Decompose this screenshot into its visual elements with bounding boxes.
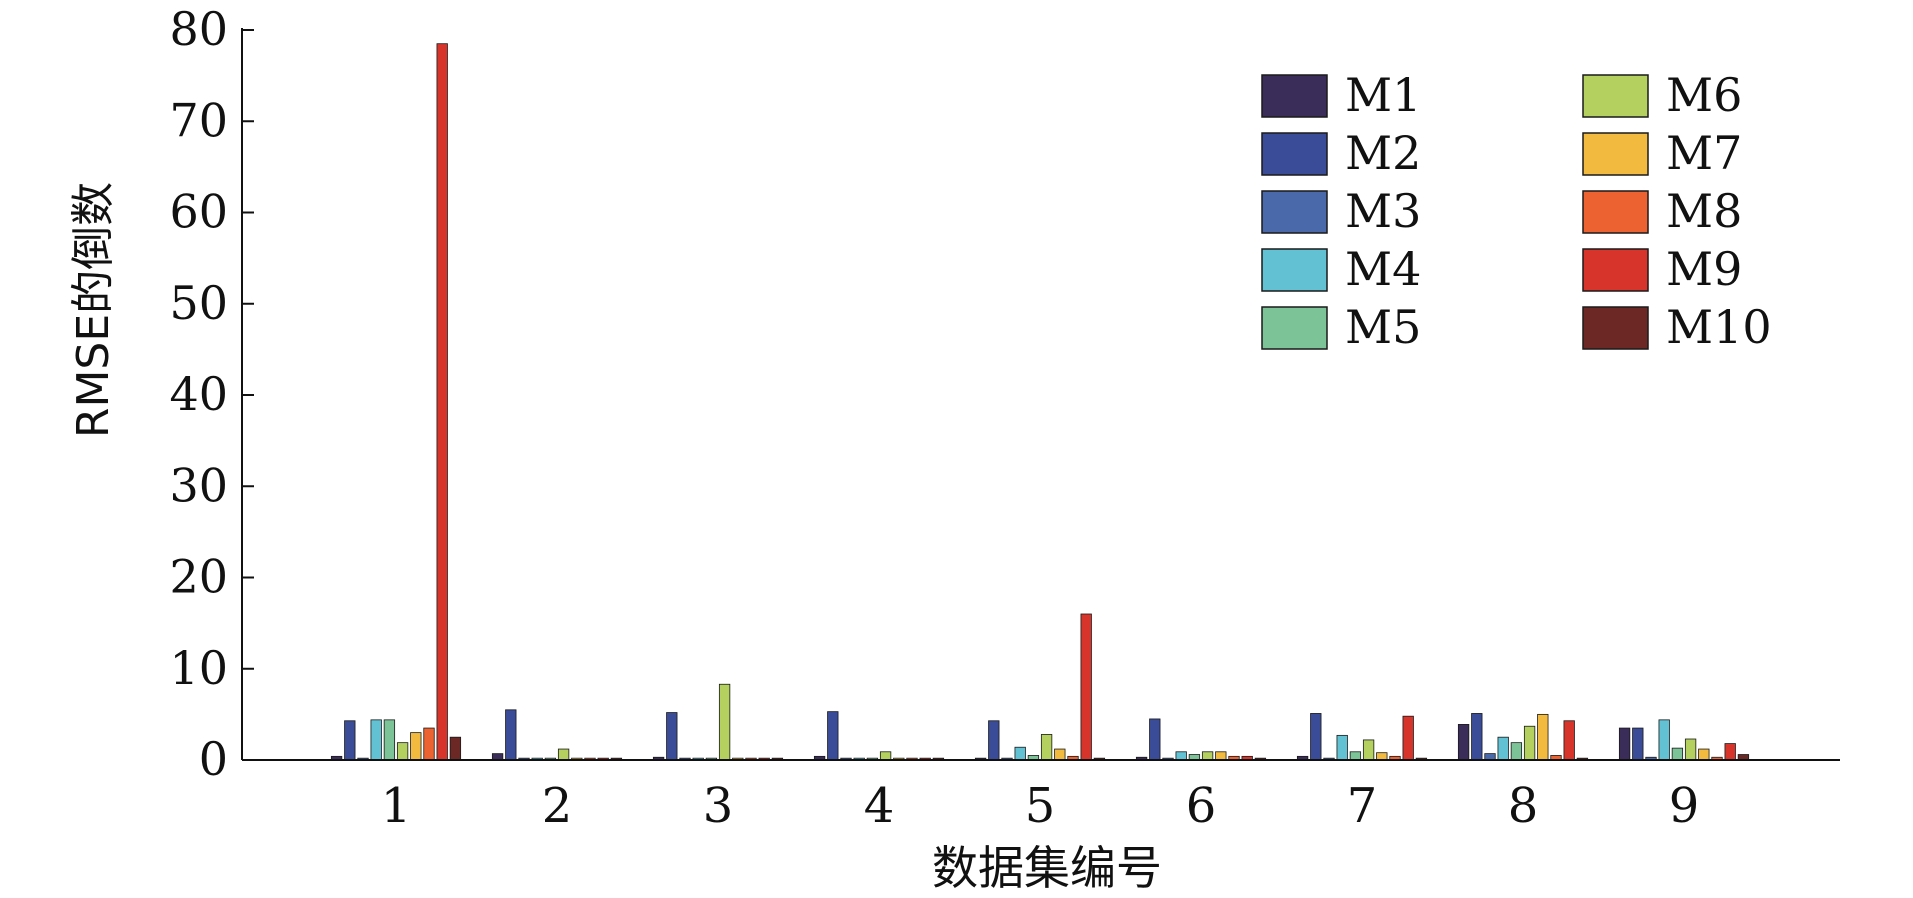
bar-m4-cat-1 — [370, 719, 382, 761]
bar-m6-cat-8 — [1523, 725, 1536, 761]
bar-m6-cat-9 — [1684, 738, 1697, 761]
bars-group — [330, 43, 1750, 761]
x-tick-label: 5 — [1025, 778, 1056, 834]
bar-m9-cat-1 — [436, 43, 448, 761]
legend-label-m5: M5 — [1345, 300, 1421, 354]
bar-m5-cat-9 — [1671, 747, 1684, 761]
bar-m7-cat-7 — [1376, 752, 1388, 761]
y-tick-label: 40 — [169, 367, 228, 421]
bar-m6-cat-4 — [879, 751, 892, 761]
bar-m7-cat-1 — [410, 732, 422, 761]
legend-label-m4: M4 — [1345, 242, 1421, 296]
x-tick-label: 2 — [542, 778, 573, 834]
bar-m7-cat-5 — [1054, 748, 1066, 761]
legend-label-m6: M6 — [1666, 68, 1742, 122]
bar-m2-cat-8 — [1471, 713, 1483, 761]
bar-m5-cat-8 — [1510, 742, 1523, 761]
y-tick-label: 30 — [169, 458, 228, 512]
bar-m2-cat-9 — [1632, 727, 1644, 761]
bar-m6-cat-5 — [1040, 734, 1053, 761]
x-tick-label: 1 — [381, 778, 412, 834]
bar-m2-cat-1 — [344, 720, 356, 761]
axes-group: 0 10 20 30 40 50 60 70 80 1 2 3 4 5 6 7 8 9 — [169, 2, 1840, 834]
bar-m5-cat-1 — [383, 719, 396, 761]
bar-m7-cat-9 — [1698, 748, 1710, 761]
legend-swatch-m4 — [1261, 248, 1328, 292]
x-tick-label: 9 — [1669, 778, 1700, 834]
legend-label-m8: M8 — [1666, 184, 1742, 238]
legend-label-m1: M1 — [1345, 68, 1421, 122]
x-tick-label: 3 — [703, 778, 734, 834]
bar-m7-cat-6 — [1215, 751, 1227, 761]
bar-m1-cat-8 — [1457, 724, 1470, 761]
bar-m2-cat-2 — [505, 709, 517, 761]
legend-swatch-m8 — [1582, 190, 1649, 234]
bar-m2-cat-7 — [1310, 713, 1322, 761]
legend-swatch-m1 — [1261, 74, 1328, 118]
bar-m8-cat-1 — [423, 727, 435, 761]
legend-label-m9: M9 — [1666, 242, 1742, 296]
bar-m4-cat-9 — [1658, 719, 1670, 761]
bar-m9-cat-8 — [1563, 720, 1575, 761]
bar-m9-cat-7 — [1402, 715, 1414, 761]
x-tick-label: 6 — [1186, 778, 1217, 834]
legend-swatch-m10 — [1582, 306, 1649, 350]
legend-swatch-m7 — [1582, 132, 1649, 176]
x-tick-label: 8 — [1508, 778, 1539, 834]
bar-m6-cat-7 — [1362, 739, 1375, 761]
bar-m6-cat-3 — [718, 683, 731, 761]
y-tick-label: 50 — [169, 276, 228, 330]
bar-m4-cat-5 — [1014, 746, 1026, 761]
bar-m4-cat-8 — [1497, 736, 1509, 761]
legend-label-m7: M7 — [1666, 126, 1742, 180]
bar-m2-cat-6 — [1149, 718, 1161, 761]
legend-label-m2: M2 — [1345, 126, 1421, 180]
y-axis-title: RMSE的倒数 — [68, 182, 119, 438]
y-tick-label: 80 — [169, 2, 228, 56]
legend-swatch-m2 — [1261, 132, 1328, 176]
x-axis-title: 数据集编号 — [932, 841, 1162, 895]
bar-m6-cat-1 — [396, 742, 409, 761]
y-tick-label: 10 — [169, 641, 228, 695]
legend-label-m10: M10 — [1666, 300, 1772, 354]
bar-m6-cat-6 — [1201, 751, 1214, 761]
bar-m2-cat-5 — [988, 720, 1000, 761]
legend-swatch-m3 — [1261, 190, 1328, 234]
bar-m2-cat-4 — [827, 711, 839, 761]
bar-m4-cat-7 — [1336, 734, 1348, 761]
x-tick-label: 7 — [1347, 778, 1378, 834]
bar-m4-cat-6 — [1175, 751, 1187, 761]
bar-m9-cat-9 — [1724, 743, 1736, 761]
bar-m10-cat-1 — [449, 736, 462, 761]
bar-m2-cat-3 — [666, 712, 678, 761]
bar-m6-cat-2 — [557, 748, 570, 761]
x-tick-label: 4 — [864, 778, 895, 834]
bar-m7-cat-8 — [1537, 713, 1549, 761]
legend-label-m3: M3 — [1345, 184, 1421, 238]
y-tick-label: 20 — [169, 550, 228, 604]
y-tick-label: 0 — [199, 732, 228, 786]
bar-m1-cat-9 — [1618, 727, 1631, 761]
y-tick-label: 70 — [169, 93, 228, 147]
legend-swatch-m5 — [1261, 306, 1328, 350]
bar-m9-cat-5 — [1080, 613, 1092, 761]
legend-swatch-m6 — [1582, 74, 1649, 118]
bar-m5-cat-7 — [1349, 751, 1362, 761]
legend-swatch-m9 — [1582, 248, 1649, 292]
y-tick-label: 60 — [169, 185, 228, 239]
